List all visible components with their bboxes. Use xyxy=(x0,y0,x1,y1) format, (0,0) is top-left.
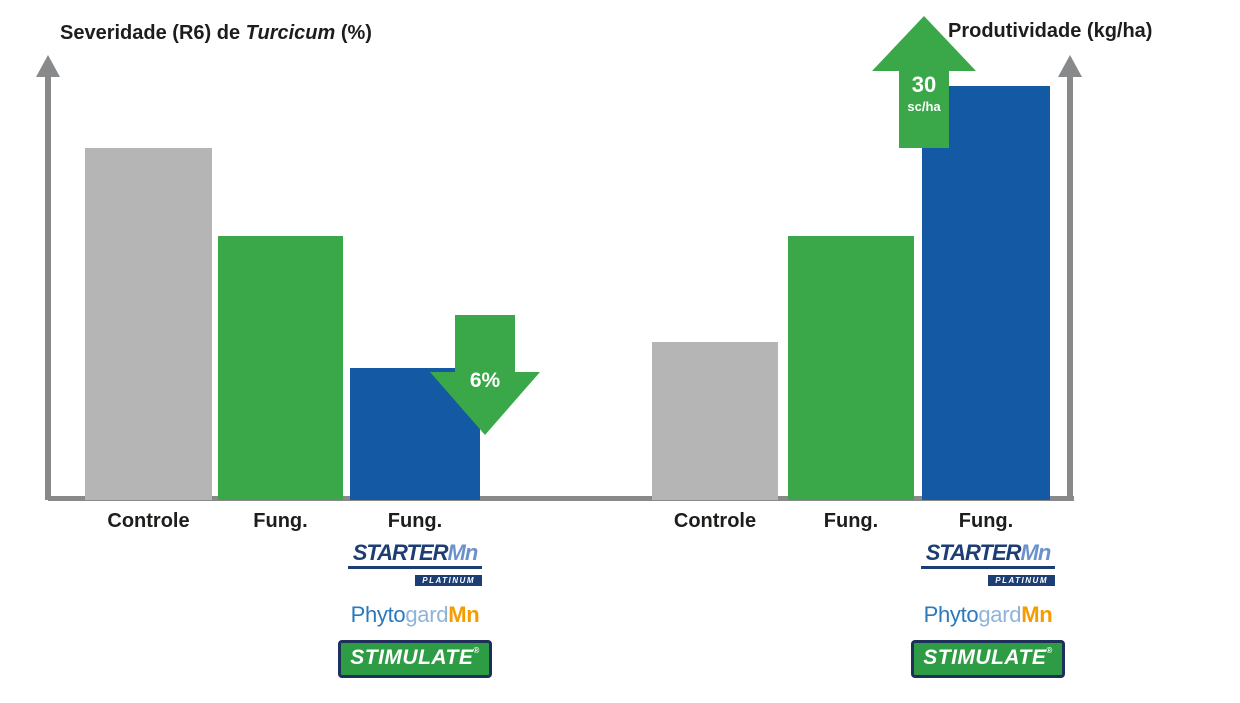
category-label-yield-fung: Fung. xyxy=(823,510,879,532)
right-y-axis-arrow-icon xyxy=(1058,55,1082,500)
phytogard-part2: gard xyxy=(405,602,449,627)
brand-logos-left: STARTERMn PLATINUM PhytogardMn STIMULATE… xyxy=(338,542,492,678)
up-arrow-icon: 30 sc/ha xyxy=(872,16,976,148)
phytogard-part1: Phyto xyxy=(923,602,979,627)
brand-logos-right: STARTERMn PLATINUM PhytogardMn STIMULATE… xyxy=(911,542,1065,678)
starter-mn-suffix: Mn xyxy=(1020,540,1052,565)
x-axis-line xyxy=(48,496,1074,501)
up-arrow-shape xyxy=(872,16,976,148)
phytogard-mn-logo: PhytogardMn xyxy=(924,602,1053,628)
severity-reduction-label: 6% xyxy=(470,369,501,392)
bar-yield-fungicide xyxy=(788,236,914,500)
bar-yield-fungicide-treatment xyxy=(922,86,1050,500)
starter-name: STARTER xyxy=(925,540,1022,565)
starter-name: STARTER xyxy=(352,540,449,565)
registered-mark-icon: ® xyxy=(473,646,480,655)
starter-mn-suffix: Mn xyxy=(447,540,479,565)
left-title-suffix: (%) xyxy=(335,22,372,44)
starter-logo-text: STARTERMn xyxy=(348,542,482,569)
stimulate-logo: STIMULATE® xyxy=(911,640,1065,678)
starter-logo-text: STARTERMn xyxy=(921,542,1055,569)
category-label-yield-fung-treatment: Fung. xyxy=(958,510,1014,532)
left-y-axis-arrow-icon xyxy=(36,55,60,500)
left-axis-arrowhead-icon xyxy=(36,55,60,77)
right-axis-shaft xyxy=(1067,71,1073,500)
starter-mn-platinum-logo: STARTERMn PLATINUM xyxy=(921,542,1055,588)
platinum-badge: PLATINUM xyxy=(415,575,482,586)
yield-gain-value: 30 xyxy=(912,72,936,97)
platinum-badge: PLATINUM xyxy=(988,575,1055,586)
stimulate-name: STIMULATE xyxy=(923,646,1047,669)
phytogard-part2: gard xyxy=(978,602,1022,627)
starter-platinum-row: PLATINUM xyxy=(921,570,1055,588)
starter-platinum-row: PLATINUM xyxy=(348,570,482,588)
phytogard-mn-logo: PhytogardMn xyxy=(351,602,480,628)
registered-mark-icon: ® xyxy=(1046,646,1053,655)
category-label-severity-controle: Controle xyxy=(107,510,190,532)
right-axis-arrowhead-icon xyxy=(1058,55,1082,77)
starter-mn-platinum-logo: STARTERMn PLATINUM xyxy=(348,542,482,588)
bar-severity-controle xyxy=(85,148,212,500)
down-arrow-shape xyxy=(430,315,540,435)
bar-severity-fungicide xyxy=(218,236,343,500)
yield-gain-unit: sc/ha xyxy=(907,99,941,114)
stimulate-logo: STIMULATE® xyxy=(338,640,492,678)
left-title-italic: Turcicum xyxy=(245,22,336,44)
stimulate-name: STIMULATE xyxy=(350,646,474,669)
bar-yield-controle xyxy=(652,342,778,500)
category-label-yield-controle: Controle xyxy=(673,510,757,532)
phytogard-mn: Mn xyxy=(1021,602,1053,627)
right-chart-title: Produtividade (kg/ha) xyxy=(948,20,1153,42)
phytogard-mn: Mn xyxy=(448,602,480,627)
category-label-severity-fung-treatment: Fung. xyxy=(387,510,443,532)
down-arrow-icon: 6% xyxy=(430,315,540,435)
phytogard-part1: Phyto xyxy=(350,602,406,627)
left-title-prefix: Severidade (R6) de xyxy=(60,22,246,44)
left-axis-shaft xyxy=(45,71,51,500)
left-chart-title: Severidade (R6) de Turcicum (%) xyxy=(60,22,372,45)
category-label-severity-fung: Fung. xyxy=(253,510,308,532)
